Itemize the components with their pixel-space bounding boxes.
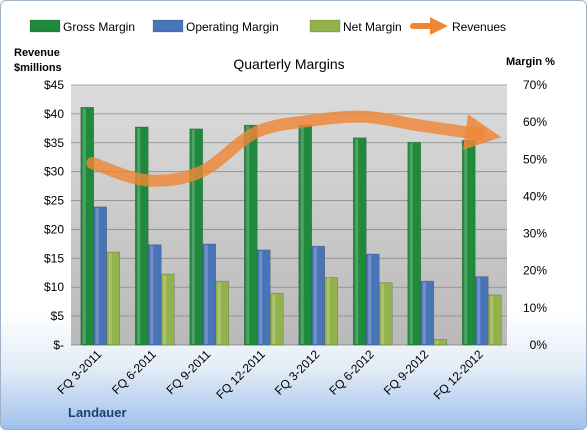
left-tick-label: $15 (44, 251, 64, 265)
bar-highlight (163, 275, 167, 344)
legend-swatch (309, 19, 341, 33)
legend-label: Net Margin (343, 20, 402, 34)
bar-highlight (137, 127, 141, 344)
right-tick-label: 10% (523, 301, 547, 315)
right-tick-label: 70% (523, 78, 547, 92)
bar-net-margin (106, 251, 121, 346)
bar-highlight (108, 253, 112, 344)
legend-label: Operating Margin (186, 20, 279, 34)
bar-gross-margin (80, 106, 95, 346)
bar-operating-margin (365, 253, 380, 346)
x-tick-label: FQ 3-2012 (272, 347, 323, 398)
left-tick-label: $30 (44, 165, 64, 179)
bar-highlight (422, 282, 426, 344)
bar-highlight (246, 126, 250, 344)
bar-net-margin (487, 294, 502, 346)
right-tick-label: 20% (523, 264, 547, 278)
bar-net-margin (324, 277, 339, 346)
y-right-label: Margin % (506, 56, 555, 68)
left-axis-ticks: $- $5 $10 $15 $20 $25 $30 $35 $40 $45 (44, 78, 64, 352)
legend-swatch (29, 19, 61, 33)
left-tick-label: $40 (44, 107, 64, 121)
x-axis-ticks: FQ 3-2011 FQ 6-2011 FQ 9-2011 FQ 12-2011 FQ … (55, 347, 487, 402)
bar-gross-margin (461, 140, 476, 346)
right-axis-ticks: 0% 10% 20% 30% 40% 50% 60% 70% (523, 78, 547, 352)
bar-highlight (272, 294, 276, 344)
bar-highlight (259, 250, 263, 344)
bar-highlight (490, 295, 494, 344)
bar-highlight (313, 247, 317, 344)
bar-operating-margin (93, 206, 108, 346)
left-tick-label: $5 (51, 309, 65, 323)
bar-highlight (204, 244, 208, 344)
x-tick-label: FQ 9-2011 (164, 347, 214, 397)
bar-highlight (82, 108, 86, 345)
legend-item-operating-margin: Operating Margin (152, 19, 279, 34)
bar-operating-margin (147, 244, 162, 346)
bar-highlight (191, 129, 195, 344)
bar-net-margin (433, 339, 448, 346)
bar-gross-margin (298, 124, 313, 346)
bar-highlight (464, 141, 468, 344)
bar-gross-margin (407, 141, 422, 346)
bar-net-margin (160, 273, 175, 346)
revenue-series-line (86, 110, 502, 187)
bar-gross-margin (189, 128, 204, 346)
x-tick-label: FQ 9-2012 (381, 347, 432, 398)
bar-gross-margin (352, 137, 367, 346)
bar-highlight (409, 143, 413, 344)
bar-gross-margin (243, 124, 258, 346)
legend-label: Revenues (452, 20, 506, 34)
left-tick-label: $45 (44, 78, 64, 92)
bar-highlight (355, 138, 359, 344)
legend-swatch (152, 19, 184, 33)
left-tick-label: $10 (44, 280, 64, 294)
bar-net-margin (215, 280, 230, 346)
y-left-label-line2: $millions (14, 62, 62, 74)
bar-operating-margin (474, 276, 489, 346)
bar-gross-margin (134, 126, 149, 346)
bar-operating-margin (256, 249, 271, 346)
bar-operating-margin (311, 245, 326, 346)
bar-highlight (477, 277, 481, 344)
right-tick-label: 40% (523, 189, 547, 203)
right-tick-label: 50% (523, 152, 547, 166)
bar-net-margin (378, 282, 393, 346)
bar-highlight (150, 245, 154, 344)
bar-highlight (300, 126, 304, 344)
right-tick-label: 0% (530, 338, 548, 352)
x-tick-label: FQ 6-2012 (326, 347, 377, 398)
legend-item-gross-margin: Gross Margin (29, 19, 135, 34)
bar-highlight (435, 340, 439, 344)
x-tick-label: FQ 12-2012 (431, 347, 486, 402)
right-tick-label: 60% (523, 115, 547, 129)
bar-highlight (217, 282, 221, 344)
x-tick-label: FQ 3-2011 (55, 347, 105, 397)
left-tick-label: $35 (44, 136, 64, 150)
legend-label: Gross Margin (63, 20, 135, 34)
bar-operating-margin (202, 243, 217, 346)
bar-net-margin (269, 293, 284, 346)
y-left-label-line1: Revenue (14, 47, 60, 59)
x-tick-label: FQ 6-2011 (109, 347, 159, 397)
left-tick-label: $20 (44, 222, 64, 236)
bar-operating-margin (420, 280, 435, 346)
legend-item-net-margin: Net Margin (309, 19, 402, 34)
legend: Gross Margin Operating Margin Net Margin Re… (29, 17, 506, 35)
bar-highlight (381, 283, 385, 344)
company-label: Landauer (68, 405, 127, 420)
revenue-line (86, 110, 502, 187)
chart-title: Quarterly Margins (233, 56, 344, 72)
left-tick-label: $- (53, 338, 64, 352)
right-tick-label: 30% (523, 227, 547, 241)
x-tick-label: FQ 12-2011 (213, 347, 268, 402)
bar-highlight (326, 278, 330, 344)
left-tick-label: $25 (44, 194, 64, 208)
legend-item-revenues: Revenues (410, 17, 506, 35)
bar-highlight (368, 255, 372, 344)
bar-highlight (95, 207, 99, 344)
